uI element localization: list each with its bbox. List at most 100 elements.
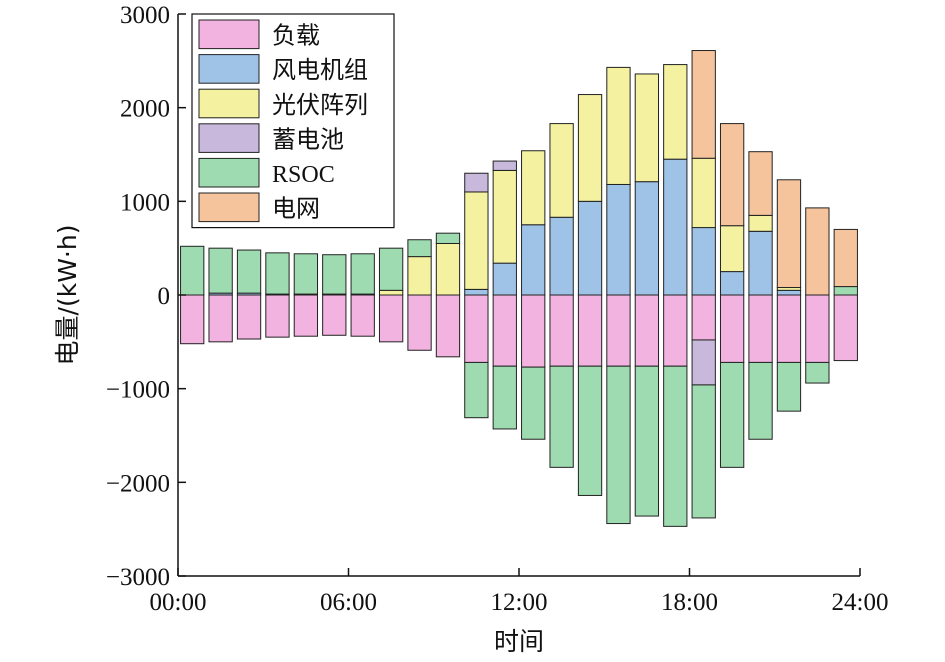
bar-segment-4-hour-11 bbox=[464, 172, 489, 193]
bar-segment-6-hour-20 bbox=[719, 123, 745, 227]
bar-segment-1-hour-17 bbox=[634, 294, 660, 367]
bar-segment-1-hour-3 bbox=[236, 294, 262, 340]
x-tick-label: 12:00 bbox=[491, 589, 548, 616]
x-ticks: 00:00 06:00 12:00 18:00 24:00 bbox=[150, 568, 888, 616]
x-axis-title: 时间 bbox=[494, 627, 544, 656]
x-tick-label: 00:00 bbox=[150, 589, 207, 616]
legend-swatch bbox=[198, 88, 260, 119]
bar-segment-4-hour-12 bbox=[492, 160, 517, 171]
y-tick-label: 0 bbox=[158, 283, 171, 310]
bar-segment-1-hour-12 bbox=[492, 294, 517, 367]
bar-segment-3-hour-8 bbox=[378, 289, 404, 296]
bar-segment-5-hour-23 bbox=[805, 361, 830, 384]
bar-segment-1-hour-23 bbox=[805, 294, 830, 363]
legend-swatch bbox=[198, 54, 260, 84]
legend-label: 光伏阵列 bbox=[272, 91, 368, 119]
bar-segment-3-hour-10 bbox=[435, 242, 461, 296]
bar-segment-2-hour-14 bbox=[549, 216, 574, 296]
bar-segment-5-hour-4 bbox=[265, 252, 290, 295]
bar-segment-1-hour-13 bbox=[521, 294, 546, 368]
bar-segment-3-hour-11 bbox=[464, 191, 489, 290]
legend-label: RSOC bbox=[272, 162, 335, 188]
bar-segment-2-hour-20 bbox=[719, 271, 745, 296]
bar-segment-1-hour-22 bbox=[776, 294, 802, 363]
legend-swatch bbox=[198, 19, 260, 50]
bar-segment-5-hour-21 bbox=[748, 361, 773, 440]
bar-segment-5-hour-7 bbox=[350, 253, 375, 295]
bar-segment-5-hour-3 bbox=[236, 249, 262, 294]
bar-segment-3-hour-15 bbox=[577, 94, 603, 202]
bar-segment-3-hour-20 bbox=[719, 225, 745, 273]
bar-segment-5-hour-16 bbox=[606, 365, 631, 525]
bar-segment-5-hour-20 bbox=[719, 361, 745, 468]
y-axis-title: 电量/(kW·h) bbox=[53, 225, 82, 366]
bar-segment-1-hour-16 bbox=[606, 294, 631, 367]
legend-swatch bbox=[198, 157, 260, 188]
bar-segment-6-hour-19 bbox=[691, 50, 716, 159]
bar-segment-5-hour-14 bbox=[549, 365, 574, 468]
bar-segment-1-hour-10 bbox=[435, 294, 461, 358]
y-tick-label: −3000 bbox=[106, 564, 170, 591]
bar-segment-5-hour-10 bbox=[435, 232, 461, 244]
bar-segment-3-hour-19 bbox=[691, 157, 716, 229]
bar-segment-5-hour-22 bbox=[776, 361, 802, 412]
x-tick-label: 06:00 bbox=[320, 589, 377, 616]
bar-segment-1-hour-2 bbox=[208, 294, 233, 343]
bar-segment-2-hour-16 bbox=[606, 183, 631, 296]
bar-segment-1-hour-7 bbox=[350, 294, 375, 337]
bar-segment-1-hour-6 bbox=[322, 294, 347, 336]
bar-segment-3-hour-12 bbox=[492, 169, 517, 264]
bar-segment-1-hour-24 bbox=[833, 294, 858, 362]
legend-label: 负载 bbox=[272, 22, 320, 50]
y-tick-label: 3000 bbox=[120, 2, 170, 29]
bar-segment-1-hour-1 bbox=[180, 294, 205, 345]
bar-segment-2-hour-21 bbox=[748, 230, 773, 296]
bar-segment-5-hour-1 bbox=[180, 245, 205, 296]
legend-label: 风电机组 bbox=[272, 56, 368, 84]
bar-segment-1-hour-9 bbox=[407, 294, 432, 351]
bar-segment-3-hour-14 bbox=[549, 123, 574, 218]
bar-segment-2-hour-12 bbox=[492, 262, 517, 296]
y-tick-label: 2000 bbox=[120, 96, 170, 123]
y-ticks: 3000 2000 1000 0 −1000 −2000 −3000 bbox=[106, 2, 186, 591]
bar-segment-5-hour-11 bbox=[464, 361, 489, 419]
y-tick-label: −1000 bbox=[106, 377, 170, 404]
bar-segment-2-hour-18 bbox=[663, 158, 688, 296]
bar-segment-5-hour-9 bbox=[407, 239, 432, 258]
bar-segment-1-hour-14 bbox=[549, 294, 574, 367]
bar-segment-5-hour-17 bbox=[634, 365, 660, 517]
bar-segment-5-hour-18 bbox=[663, 365, 688, 527]
bar-segment-1-hour-11 bbox=[464, 294, 489, 363]
bar-segment-3-hour-16 bbox=[606, 66, 631, 185]
bar-segment-5-hour-15 bbox=[577, 365, 603, 496]
bar-segment-6-hour-24 bbox=[833, 228, 858, 288]
bar-segment-1-hour-8 bbox=[378, 294, 404, 343]
bar-segment-2-hour-13 bbox=[521, 224, 546, 296]
bar-segment-2-hour-17 bbox=[634, 181, 660, 296]
bar-segment-3-hour-13 bbox=[521, 150, 546, 226]
bar-segment-5-hour-5 bbox=[293, 253, 319, 295]
y-tick-label: −2000 bbox=[106, 470, 170, 497]
bar-segment-5-hour-19 bbox=[691, 384, 716, 519]
bar-segment-5-hour-2 bbox=[208, 247, 233, 294]
bar-segment-2-hour-19 bbox=[691, 227, 716, 296]
bar-segment-1-hour-15 bbox=[577, 294, 603, 367]
legend-swatch bbox=[198, 192, 260, 223]
bar-segment-5-hour-13 bbox=[521, 366, 546, 440]
bars-layer bbox=[180, 50, 858, 527]
bar-segment-3-hour-17 bbox=[634, 73, 660, 183]
legend-swatch bbox=[198, 123, 260, 153]
bar-segment-2-hour-11 bbox=[464, 288, 489, 296]
bar-segment-3-hour-18 bbox=[663, 64, 688, 160]
bar-segment-5-hour-24 bbox=[833, 286, 858, 296]
bar-segment-4-hour-19 bbox=[691, 339, 716, 386]
y-tick-label: 1000 bbox=[120, 189, 170, 216]
bar-segment-1-hour-19 bbox=[691, 294, 716, 341]
bar-segment-1-hour-18 bbox=[663, 294, 688, 367]
bar-segment-1-hour-20 bbox=[719, 294, 745, 363]
legend-label: 电网 bbox=[272, 195, 320, 223]
legend-label: 蓄电池 bbox=[272, 125, 344, 153]
